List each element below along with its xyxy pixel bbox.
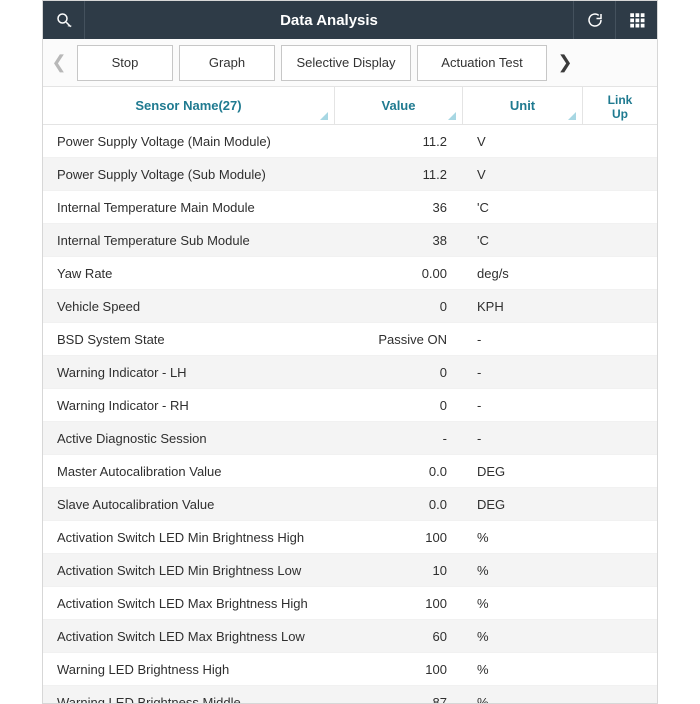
table-row[interactable]: Activation Switch LED Max Brightness Hig… — [43, 587, 657, 620]
actuation-test-button[interactable]: Actuation Test — [417, 45, 547, 81]
titlebar: Data Analysis — [43, 1, 657, 39]
cell-name: Power Supply Voltage (Main Module) — [43, 134, 335, 149]
cell-value: 60 — [335, 629, 463, 644]
table-row[interactable]: Activation Switch LED Min Brightness Hig… — [43, 521, 657, 554]
cell-unit: - — [463, 398, 583, 413]
table-row[interactable]: Internal Temperature Sub Module38'C — [43, 224, 657, 257]
table-row[interactable]: Warning LED Brightness High100% — [43, 653, 657, 686]
cell-name: Internal Temperature Sub Module — [43, 233, 335, 248]
cell-name: Activation Switch LED Min Brightness Hig… — [43, 530, 335, 545]
table-row[interactable]: Vehicle Speed0KPH — [43, 290, 657, 323]
table-row[interactable]: Activation Switch LED Min Brightness Low… — [43, 554, 657, 587]
sort-icon — [568, 112, 576, 120]
col-header-value-label: Value — [382, 98, 416, 113]
table-row[interactable]: Slave Autocalibration Value0.0DEG — [43, 488, 657, 521]
cell-value: 87 — [335, 695, 463, 704]
cell-value: Passive ON — [335, 332, 463, 347]
table-row[interactable]: Warning LED Brightness Middle87% — [43, 686, 657, 703]
cell-name: Activation Switch LED Min Brightness Low — [43, 563, 335, 578]
cell-name: Activation Switch LED Max Brightness Hig… — [43, 596, 335, 611]
cell-name: Warning Indicator - RH — [43, 398, 335, 413]
cell-unit: deg/s — [463, 266, 583, 281]
cell-unit: % — [463, 530, 583, 545]
cell-unit: DEG — [463, 497, 583, 512]
cell-value: 38 — [335, 233, 463, 248]
sort-icon — [320, 112, 328, 120]
cell-name: Active Diagnostic Session — [43, 431, 335, 446]
col-header-name-label: Sensor Name(27) — [135, 98, 241, 113]
app-frame: Data Analysis ❮ Stop Graph Selective Dis… — [42, 0, 658, 704]
cell-name: Vehicle Speed — [43, 299, 335, 314]
cell-name: Activation Switch LED Max Brightness Low — [43, 629, 335, 644]
cell-unit: 'C — [463, 200, 583, 215]
cell-unit: - — [463, 365, 583, 380]
grid-icon[interactable] — [615, 1, 657, 39]
cell-name: Warning Indicator - LH — [43, 365, 335, 380]
selective-display-button[interactable]: Selective Display — [281, 45, 411, 81]
stop-button[interactable]: Stop — [77, 45, 173, 81]
cell-unit: % — [463, 596, 583, 611]
cell-unit: % — [463, 629, 583, 644]
table-header: Sensor Name(27) Value Unit LinkUp — [43, 87, 657, 125]
sort-icon — [448, 112, 456, 120]
cell-value: 0 — [335, 299, 463, 314]
cell-value: 0.00 — [335, 266, 463, 281]
cell-value: 100 — [335, 662, 463, 677]
cell-value: 100 — [335, 530, 463, 545]
cell-unit: - — [463, 332, 583, 347]
cell-value: 11.2 — [335, 167, 463, 182]
cell-name: Power Supply Voltage (Sub Module) — [43, 167, 335, 182]
table-row[interactable]: Master Autocalibration Value0.0DEG — [43, 455, 657, 488]
cell-value: 0 — [335, 398, 463, 413]
cell-value: 0.0 — [335, 497, 463, 512]
cell-name: Internal Temperature Main Module — [43, 200, 335, 215]
table-body: Power Supply Voltage (Main Module)11.2VP… — [43, 125, 657, 703]
table-row[interactable]: Power Supply Voltage (Sub Module)11.2V — [43, 158, 657, 191]
refresh-icon[interactable] — [573, 1, 615, 39]
table-row[interactable]: Yaw Rate0.00deg/s — [43, 257, 657, 290]
cell-unit: % — [463, 662, 583, 677]
graph-button[interactable]: Graph — [179, 45, 275, 81]
table-row[interactable]: Internal Temperature Main Module36'C — [43, 191, 657, 224]
page-title: Data Analysis — [85, 12, 573, 29]
table-row[interactable]: Activation Switch LED Max Brightness Low… — [43, 620, 657, 653]
cell-value: 0 — [335, 365, 463, 380]
col-header-link-label: LinkUp — [608, 94, 633, 120]
cell-name: BSD System State — [43, 332, 335, 347]
table-row[interactable]: Active Diagnostic Session-- — [43, 422, 657, 455]
col-header-name[interactable]: Sensor Name(27) — [43, 87, 335, 124]
cell-value: 100 — [335, 596, 463, 611]
table-row[interactable]: Warning Indicator - LH0- — [43, 356, 657, 389]
col-header-linkup[interactable]: LinkUp — [583, 87, 657, 124]
cell-unit: V — [463, 134, 583, 149]
col-header-unit[interactable]: Unit — [463, 87, 583, 124]
cell-value: 36 — [335, 200, 463, 215]
col-header-unit-label: Unit — [510, 98, 535, 113]
table-row[interactable]: Power Supply Voltage (Main Module)11.2V — [43, 125, 657, 158]
col-header-value[interactable]: Value — [335, 87, 463, 124]
search-icon[interactable] — [43, 1, 85, 39]
cell-name: Yaw Rate — [43, 266, 335, 281]
cell-value: 11.2 — [335, 134, 463, 149]
chevron-left-icon[interactable]: ❮ — [47, 43, 71, 83]
cell-name: Master Autocalibration Value — [43, 464, 335, 479]
cell-unit: 'C — [463, 233, 583, 248]
cell-unit: V — [463, 167, 583, 182]
cell-name: Warning LED Brightness Middle — [43, 695, 335, 704]
cell-value: 10 — [335, 563, 463, 578]
table-row[interactable]: Warning Indicator - RH0- — [43, 389, 657, 422]
chevron-right-icon[interactable]: ❯ — [553, 43, 577, 83]
table-row[interactable]: BSD System StatePassive ON- — [43, 323, 657, 356]
cell-name: Warning LED Brightness High — [43, 662, 335, 677]
toolbar: ❮ Stop Graph Selective Display Actuation… — [43, 39, 657, 87]
cell-value: 0.0 — [335, 464, 463, 479]
cell-value: - — [335, 431, 463, 446]
cell-unit: % — [463, 563, 583, 578]
cell-unit: KPH — [463, 299, 583, 314]
cell-unit: DEG — [463, 464, 583, 479]
cell-name: Slave Autocalibration Value — [43, 497, 335, 512]
cell-unit: - — [463, 431, 583, 446]
cell-unit: % — [463, 695, 583, 704]
